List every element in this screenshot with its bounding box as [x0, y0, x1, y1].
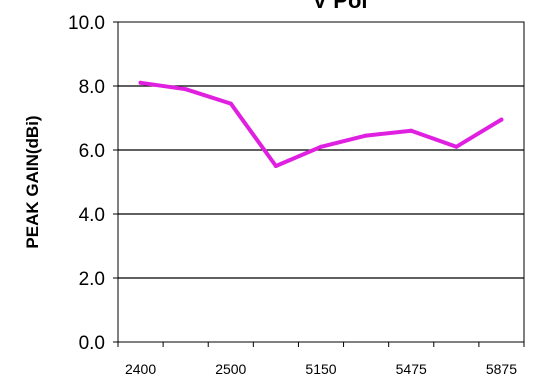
chart-title: V Pol	[312, 0, 367, 13]
data-point	[364, 133, 369, 138]
y-axis-label: PEAK GAIN(dBi)	[23, 115, 42, 248]
x-tick-label: 5875	[486, 361, 517, 377]
data-point	[409, 128, 414, 133]
gridlines	[118, 85, 524, 279]
data-point	[228, 101, 233, 106]
data-point	[319, 144, 323, 149]
data-point	[454, 144, 459, 149]
x-axis-ticks: 2400 2500 5150 5475 5875	[117, 342, 525, 377]
y-tick-label: 4.0	[79, 205, 105, 226]
x-tick-label: 2400	[125, 361, 156, 377]
y-tick-label: 0.0	[79, 333, 105, 354]
x-tick-label: 5475	[396, 361, 427, 377]
data-point	[138, 80, 143, 85]
data-point	[183, 87, 188, 92]
y-axis-ticks: 0.0 2.0 4.0 6.0 8.0 10.0	[68, 13, 118, 354]
data-point	[273, 164, 278, 168]
x-tick-label: 2500	[215, 361, 246, 377]
y-tick-label: 2.0	[79, 269, 105, 290]
x-tick-label: 5150	[305, 361, 336, 377]
y-tick-label: 10.0	[68, 13, 105, 34]
y-tick-label: 8.0	[79, 77, 105, 98]
data-point	[499, 117, 504, 122]
series-line-0	[138, 80, 504, 168]
y-tick-label: 6.0	[79, 141, 105, 162]
plot-area-border	[117, 21, 525, 343]
series-group	[138, 80, 504, 168]
